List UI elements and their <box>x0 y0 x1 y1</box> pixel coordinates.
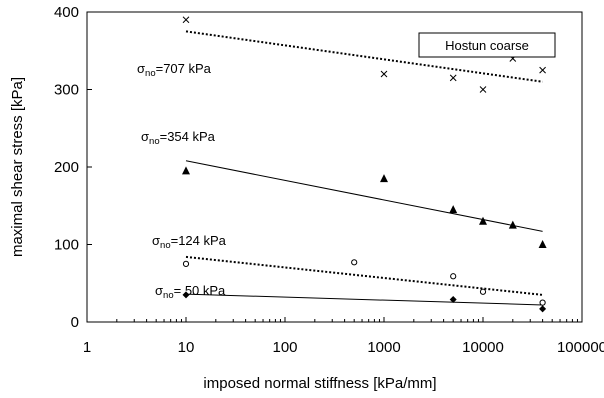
triangle-marker <box>380 174 388 183</box>
legend: Hostun coarse <box>418 32 556 58</box>
y-tick-label: 300 <box>54 82 79 99</box>
x-axis-title: imposed normal stiffness [kPa/mm] <box>203 375 436 392</box>
trend-line <box>185 160 543 232</box>
x-tick-label: 100 <box>272 339 297 356</box>
legend-box <box>418 32 556 58</box>
x-tick-label: 1 <box>83 339 91 356</box>
circle-marker <box>182 260 190 267</box>
x-marker <box>539 66 546 74</box>
y-tick-label: 100 <box>54 237 79 254</box>
triangle-marker <box>538 240 547 248</box>
trend-line <box>185 255 543 296</box>
x-marker <box>479 86 487 93</box>
x-tick-label: 10 <box>178 339 195 356</box>
y-tick-label: 200 <box>54 159 79 176</box>
plot-frame <box>86 11 583 323</box>
y-axis: 0 100 200 300 400 <box>54 4 92 331</box>
circle-marker <box>450 273 457 280</box>
y-tick-label: 0 <box>71 314 79 331</box>
trend-lines <box>185 30 543 306</box>
circle-marker <box>539 299 546 306</box>
x-tick-label: 1000 <box>367 339 400 356</box>
data-markers <box>182 16 547 313</box>
diamond-marker <box>449 296 457 304</box>
series-annotation: σno=354 kPa <box>141 129 216 147</box>
x-marker <box>449 74 457 82</box>
triangle-marker <box>449 205 458 214</box>
x-marker <box>182 16 190 24</box>
triangle-marker <box>479 216 487 225</box>
x-tick-label: 100000 <box>557 339 604 356</box>
diamond-marker <box>182 291 190 299</box>
series-annotation: σno= 50 kPa <box>155 283 226 301</box>
triangle-marker <box>508 220 517 229</box>
series-annotation: σno=707 kPa <box>137 61 212 79</box>
x-axis: 1 10 100 1000 10000 100000 <box>83 317 604 356</box>
trend-line <box>185 30 543 83</box>
x-tick-label: 10000 <box>462 339 504 356</box>
plot-area <box>86 11 583 323</box>
x-marker <box>380 70 388 78</box>
circle-marker <box>351 259 358 266</box>
series-annotation: σno=124 kPa <box>152 233 227 251</box>
y-tick-label: 400 <box>54 4 79 21</box>
y-axis-title: maximal shear stress [kPa] <box>9 77 26 257</box>
trend-line <box>185 293 543 306</box>
triangle-marker <box>182 166 190 175</box>
diamond-marker <box>539 305 547 313</box>
series-annotations: σno=707 kPa σno=354 kPa σno=124 kPa σno= 50… <box>137 61 227 301</box>
legend-label: Hostun coarse <box>445 38 529 53</box>
circle-marker <box>479 288 487 295</box>
